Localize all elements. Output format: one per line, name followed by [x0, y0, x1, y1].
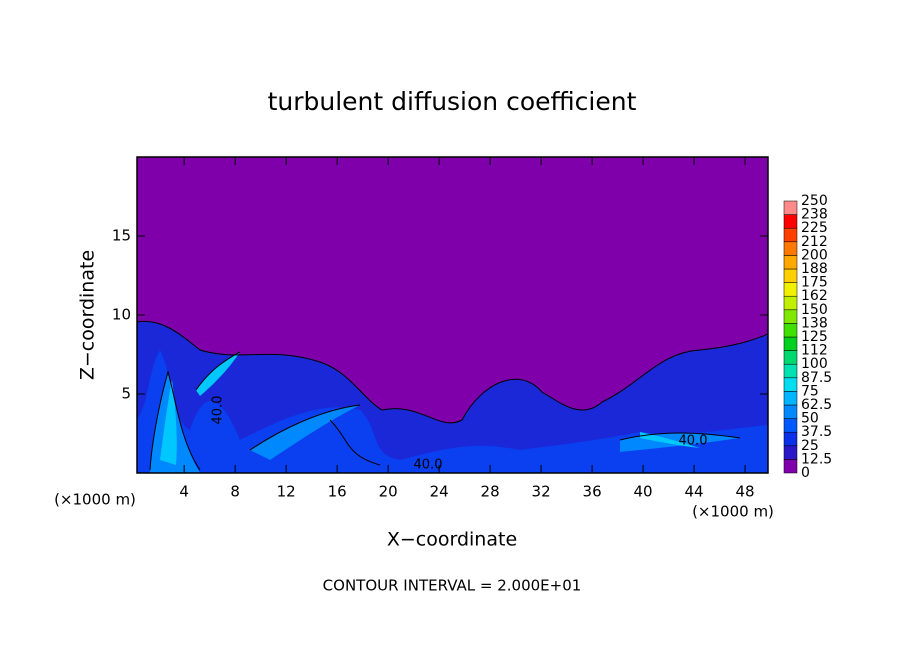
x-tick-label: 36 — [583, 483, 602, 501]
colorbar-swatch — [783, 418, 798, 433]
colorbar-label: 75 — [801, 383, 819, 399]
y-axis-label: Z−coordinate — [77, 250, 99, 380]
x-tick-label: 12 — [277, 483, 296, 501]
x-tick-label: 8 — [230, 483, 240, 501]
colorbar-label: 125 — [801, 329, 828, 345]
colorbar-label: 150 — [801, 302, 828, 318]
colorbar-swatch — [783, 268, 798, 283]
colorbar-swatch — [783, 241, 798, 256]
x-tick-label: 28 — [481, 483, 500, 501]
colorbar-label: 62.5 — [801, 397, 832, 413]
colorbar-label: 50 — [801, 411, 819, 427]
colorbar-swatch — [783, 459, 798, 474]
colorbar-label: 37.5 — [801, 424, 832, 440]
x-unit-label: (×1000 m) — [54, 491, 136, 509]
colorbar-label: 0 — [801, 465, 810, 481]
footer: CONTOUR INTERVAL = 2.000E+01 — [323, 577, 582, 595]
colorbar-swatch — [783, 295, 798, 311]
colorbar-swatch — [783, 200, 798, 215]
colorbar-label: 162 — [801, 288, 828, 304]
colorbar-label: 212 — [801, 234, 828, 250]
y-tick-label: 10 — [112, 306, 131, 324]
colorbar-label: 225 — [801, 220, 828, 236]
colorbar-swatch — [783, 336, 798, 351]
x-tick-label: 48 — [736, 483, 755, 501]
colorbar-label: 188 — [801, 261, 828, 277]
colorbar-swatch — [783, 391, 798, 406]
colorbar-swatch — [783, 323, 798, 338]
colorbar-label: 87.5 — [801, 370, 832, 386]
colorbar-swatch — [783, 282, 798, 297]
colorbar-swatch — [783, 363, 798, 379]
x-tick-label: 20 — [379, 483, 398, 501]
field — [136, 157, 769, 473]
colorbar-swatch — [783, 404, 798, 419]
colorbar-swatch — [783, 445, 798, 460]
colorbar-swatch — [783, 227, 798, 243]
contour-label: 40.0 — [414, 458, 443, 473]
colorbar-swatch — [783, 309, 798, 324]
x-tick-label: 44 — [685, 483, 704, 501]
contour-line — [136, 320, 769, 424]
y-tick-label: 15 — [112, 227, 131, 245]
x-axis-label: X−coordinate — [387, 529, 517, 551]
colorbar-label: 250 — [801, 193, 828, 209]
x-tick-label: 40 — [634, 483, 653, 501]
x-unit-label: (×1000 m) — [692, 503, 774, 521]
colorbar-swatch — [783, 350, 798, 365]
x-tick-label: 32 — [532, 483, 551, 501]
colorbar-label: 112 — [801, 343, 828, 359]
colorbar-label: 12.5 — [801, 451, 832, 467]
chart-title: turbulent diffusion coefficient — [268, 87, 637, 116]
colorbar-label: 138 — [801, 315, 828, 331]
colorbar-swatch — [783, 214, 798, 229]
x-tick-label: 24 — [430, 483, 449, 501]
contour-label: 40.0 — [679, 434, 708, 449]
colorbar-label: 100 — [801, 356, 828, 372]
colorbar-label: 238 — [801, 207, 828, 223]
contour-label: 40.0 — [211, 396, 226, 425]
colorbar-label: 25 — [801, 438, 819, 454]
colorbar-swatch — [783, 431, 798, 447]
y-tick-label: 5 — [121, 385, 131, 403]
contour-line — [149, 351, 741, 471]
colorbar-swatch — [783, 377, 798, 392]
x-tick-label: 16 — [328, 483, 347, 501]
colorbar-swatch — [783, 255, 798, 270]
colorbar-label: 200 — [801, 247, 828, 263]
colorbar-label: 175 — [801, 275, 828, 291]
x-tick-label: 4 — [179, 483, 189, 501]
